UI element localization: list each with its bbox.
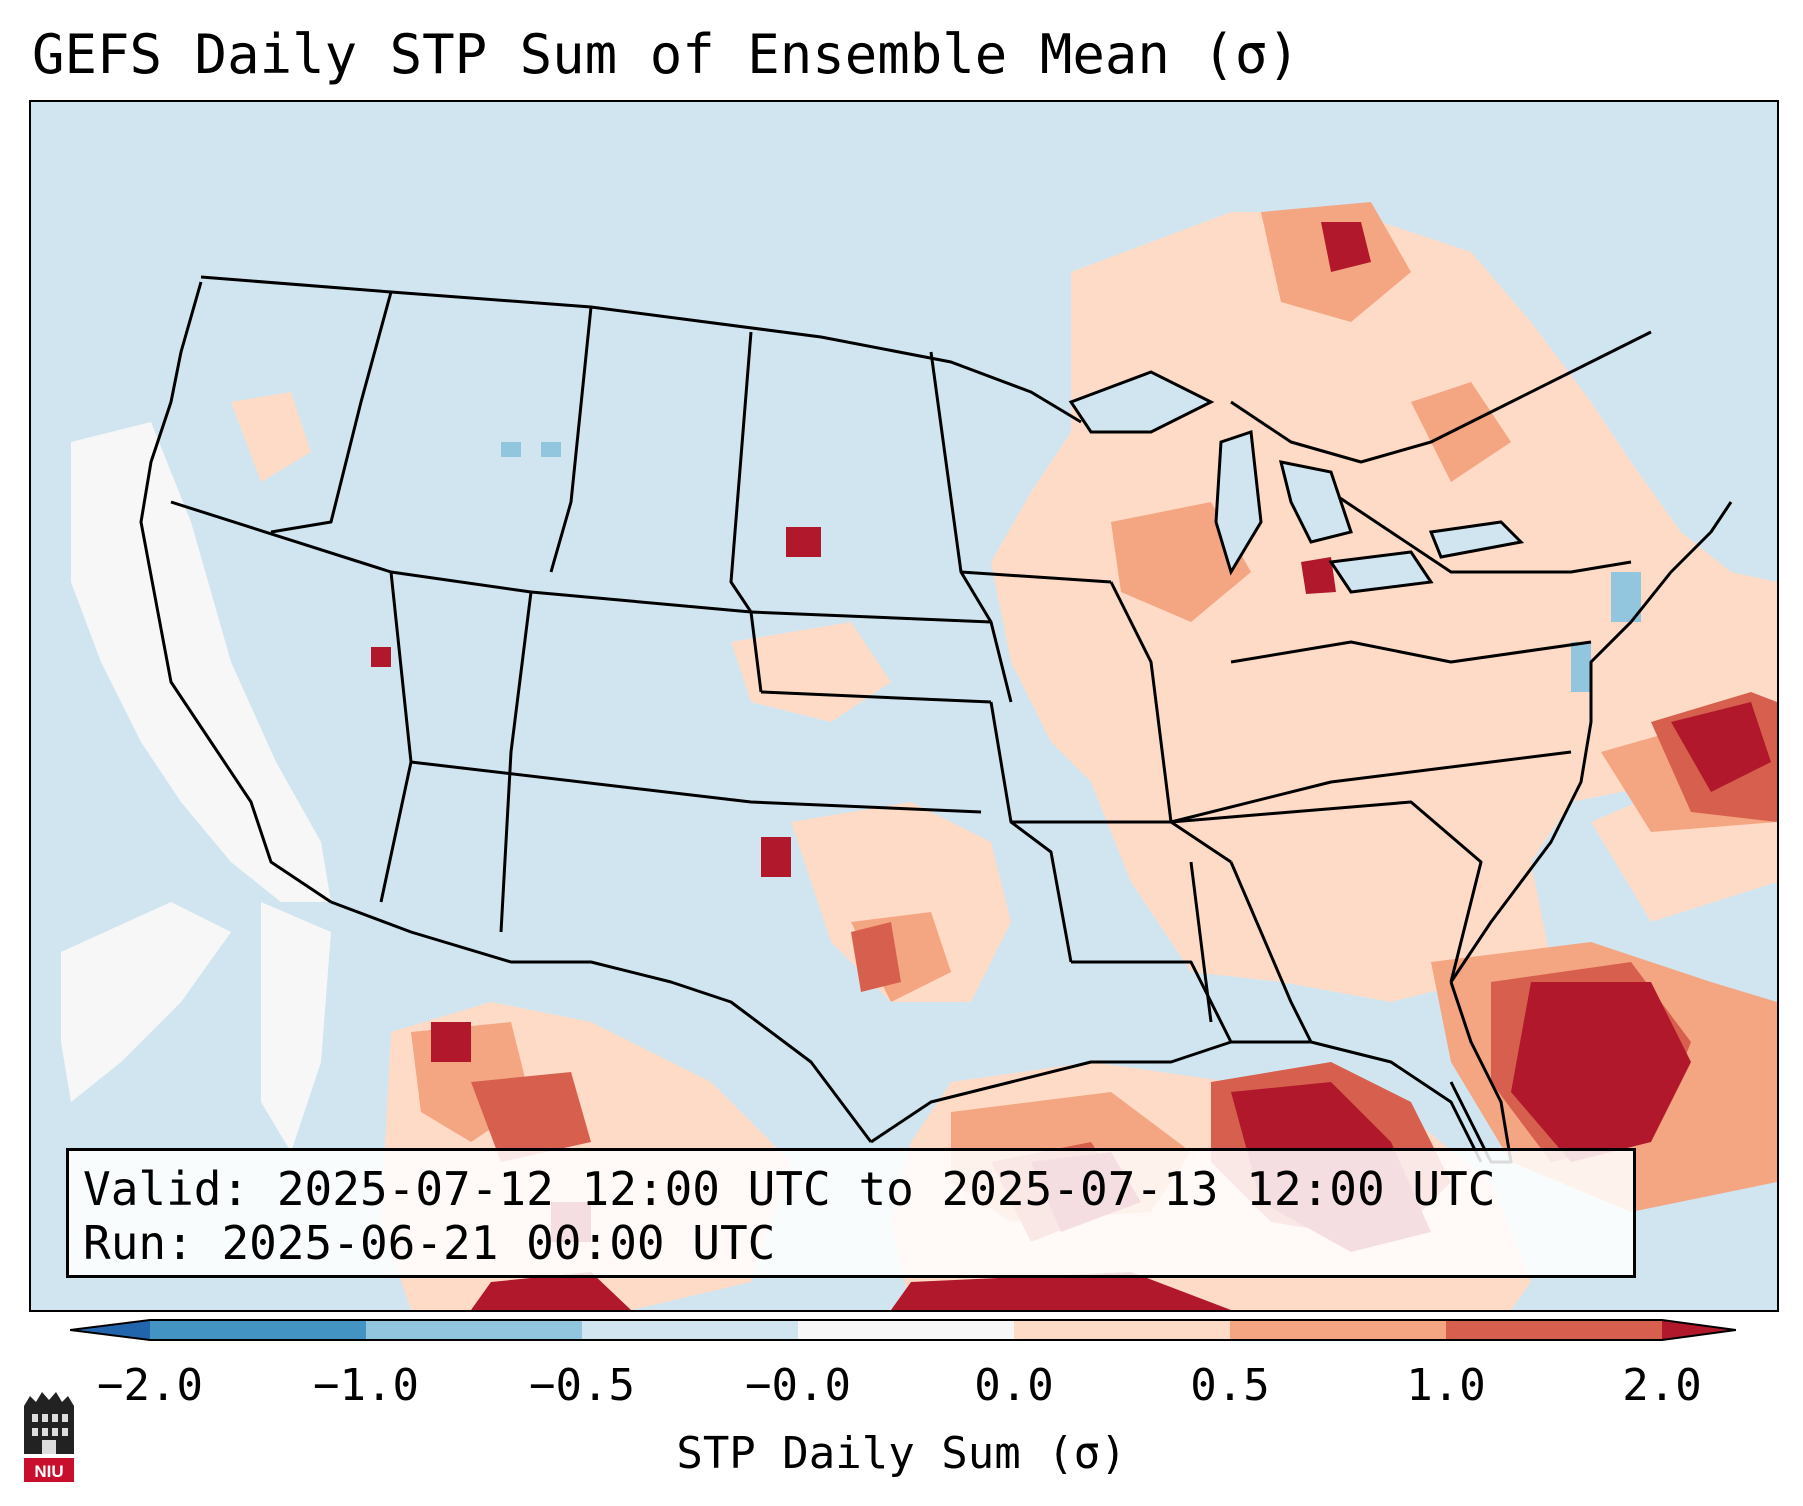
colorbar-bin-4 bbox=[798, 1320, 1014, 1340]
colorbar-tick-label: 0.0 bbox=[974, 1360, 1054, 1411]
colorbar-outline bbox=[70, 1319, 1736, 1341]
colorbar-bin-2 bbox=[366, 1320, 582, 1340]
colorbar-bin-3 bbox=[582, 1320, 798, 1340]
colorbar-bin-1 bbox=[150, 1320, 366, 1340]
great-lakes bbox=[1068, 370, 1525, 594]
colorbar-bin-5 bbox=[1014, 1320, 1230, 1340]
niu-logo: NIU bbox=[24, 1392, 74, 1482]
colorbar bbox=[70, 1319, 1736, 1341]
political-borders bbox=[139, 275, 1733, 1164]
colorbar-label: STP Daily Sum (σ) bbox=[676, 1428, 1127, 1479]
stp-anomaly-map bbox=[61, 202, 1777, 1310]
neutral-region-pacific bbox=[61, 422, 331, 1152]
colorbar-under-arrow bbox=[70, 1320, 150, 1340]
colorbar-tick-label: −2.0 bbox=[97, 1360, 203, 1411]
map-frame[interactable] bbox=[29, 100, 1779, 1312]
niu-logo-text: NIU bbox=[34, 1462, 63, 1481]
colorbar-tick-label: −1.0 bbox=[313, 1360, 419, 1411]
colorbar-tick-label: 2.0 bbox=[1622, 1360, 1702, 1411]
map-title: GEFS Daily STP Sum of Ensemble Mean (σ) bbox=[32, 23, 1300, 86]
colorbar-tick-label: −0.0 bbox=[745, 1360, 851, 1411]
negative-regions bbox=[501, 442, 1641, 692]
colorbar-tick-label: 0.5 bbox=[1190, 1360, 1270, 1411]
run-time-text: Run: 2025-06-21 00:00 UTC bbox=[83, 1216, 776, 1270]
colorbar-tick-label: −0.5 bbox=[529, 1360, 635, 1411]
colorbar-over-arrow bbox=[1662, 1320, 1736, 1340]
colorbar-tick-label: 1.0 bbox=[1406, 1360, 1486, 1411]
colorbar-bin-7 bbox=[1446, 1320, 1662, 1340]
valid-time-text: Valid: 2025-07-12 12:00 UTC to 2025-07-1… bbox=[83, 1162, 1496, 1216]
colorbar-bin-6 bbox=[1230, 1320, 1446, 1340]
valid-run-info-box: Valid: 2025-07-12 12:00 UTC to 2025-07-1… bbox=[66, 1148, 1636, 1278]
